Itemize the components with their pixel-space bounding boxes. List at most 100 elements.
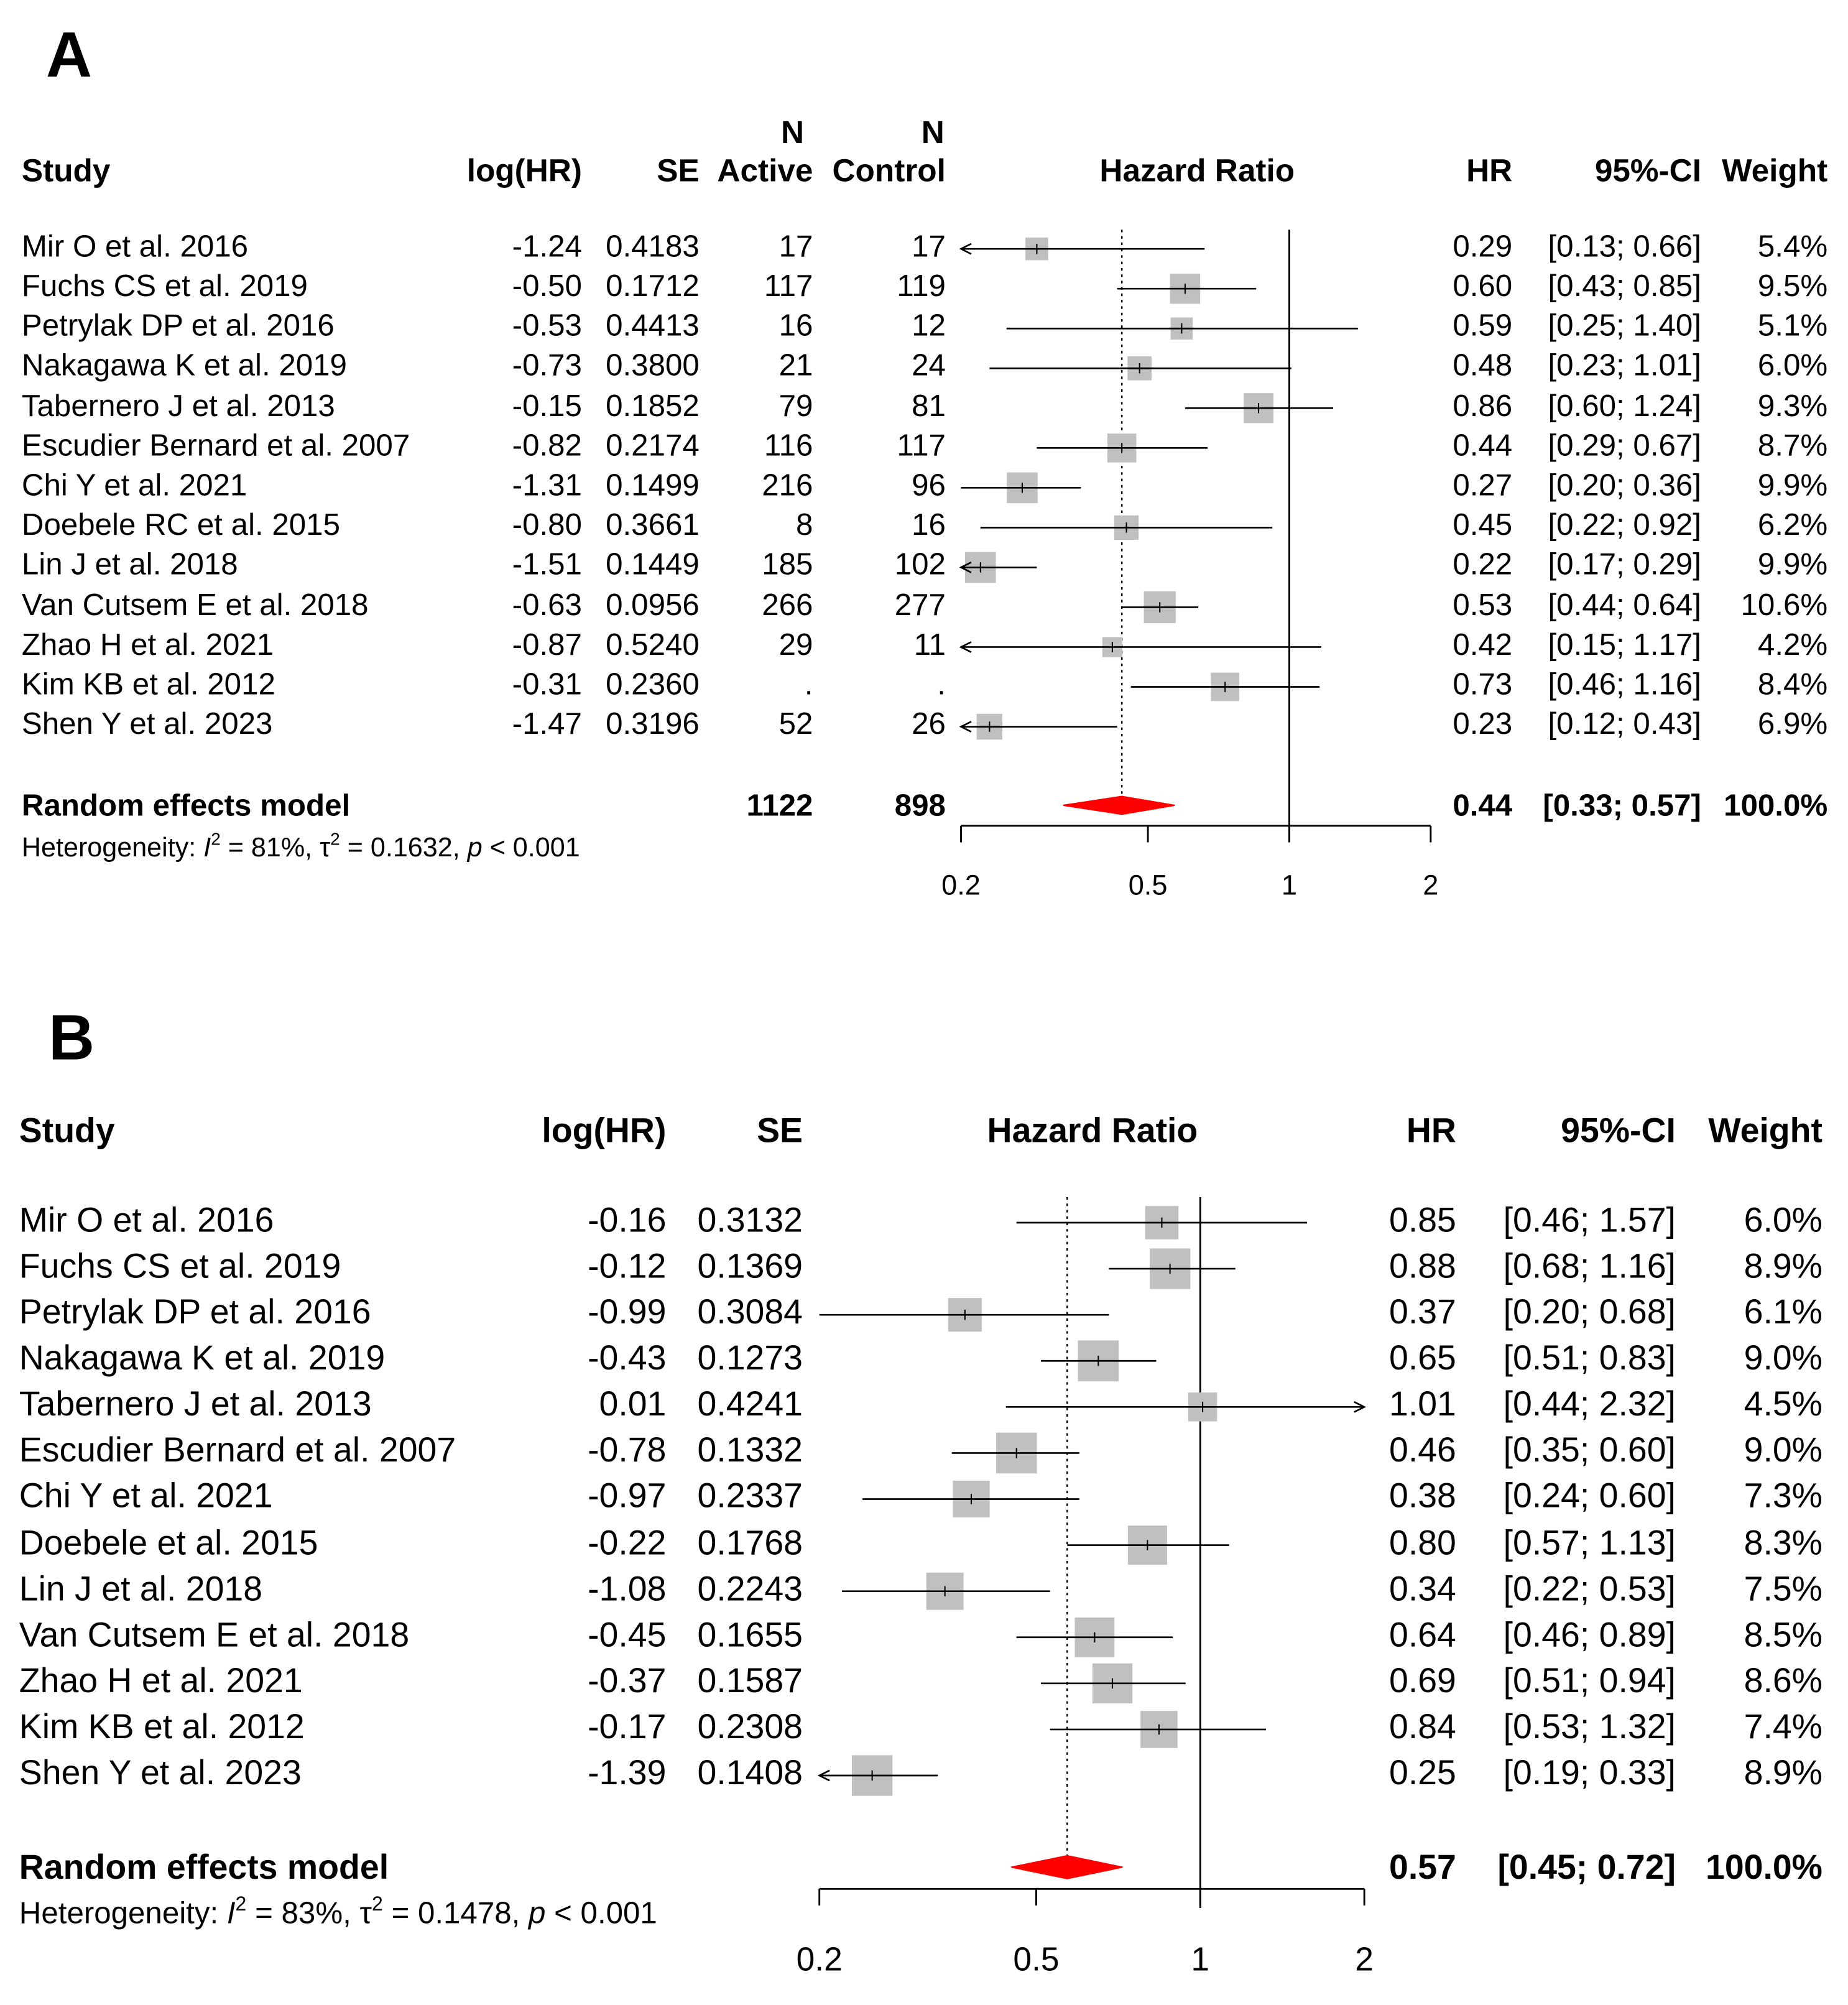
- se-value: 0.4413: [606, 309, 700, 344]
- hr-value: 0.23: [1453, 707, 1513, 742]
- se-value: 0.1369: [697, 1246, 803, 1285]
- x-tick-label: 0.5: [1128, 869, 1168, 901]
- n-active-value: 266: [762, 588, 813, 623]
- hr-value: 0.34: [1389, 1569, 1456, 1608]
- ci-value: [0.53; 1.32]: [1503, 1707, 1676, 1746]
- n-active-value: 17: [778, 229, 813, 264]
- weight-value: 8.3%: [1744, 1523, 1823, 1562]
- n-control-value: 17: [912, 229, 946, 264]
- study-name: Kim KB et al. 2012: [21, 667, 275, 702]
- hr-value: 0.88: [1389, 1246, 1456, 1285]
- weight-value: 4.2%: [1757, 627, 1828, 662]
- ci-value: [0.22; 0.53]: [1503, 1569, 1676, 1608]
- ci-value: [0.51; 0.94]: [1503, 1661, 1676, 1700]
- summary-weight: 100.0%: [1724, 789, 1828, 823]
- summary-n-control: 898: [894, 789, 946, 823]
- hr-value: 0.86: [1453, 389, 1513, 424]
- weight-value: 8.9%: [1744, 1753, 1823, 1792]
- weight-value: 6.0%: [1757, 349, 1828, 384]
- ci-value: [0.60; 1.24]: [1548, 389, 1701, 424]
- se-value: 0.1852: [606, 389, 700, 424]
- n-control-value: 117: [897, 428, 946, 463]
- weight-value: 8.7%: [1757, 428, 1828, 463]
- hr-value: 1.01: [1389, 1385, 1456, 1424]
- loghr-value: -0.12: [588, 1246, 667, 1285]
- ci-value: [0.22; 0.92]: [1548, 508, 1701, 543]
- hr-value: 0.84: [1389, 1707, 1456, 1746]
- loghr-value: -0.87: [512, 627, 582, 662]
- ci-value: [0.44; 2.32]: [1503, 1385, 1676, 1424]
- se-value: 0.1332: [697, 1431, 803, 1470]
- loghr-value: -0.15: [512, 389, 582, 424]
- se-value: 0.1499: [606, 468, 700, 503]
- n-active-value: .: [804, 667, 813, 702]
- loghr-value: -0.31: [512, 667, 582, 702]
- ci-value: [0.20; 0.68]: [1503, 1292, 1676, 1331]
- ci-value: [0.17; 0.29]: [1548, 548, 1701, 583]
- ci-value: [0.51; 0.83]: [1503, 1339, 1676, 1378]
- ci-value: [0.57; 1.13]: [1503, 1523, 1676, 1562]
- weight-value: 9.0%: [1744, 1431, 1823, 1470]
- pooled-diamond: [1063, 795, 1175, 815]
- loghr-value: -0.73: [512, 349, 582, 384]
- study-name: Tabernero J et al. 2013: [19, 1385, 372, 1424]
- hr-value: 0.85: [1389, 1200, 1456, 1239]
- loghr-value: -0.45: [588, 1615, 667, 1654]
- loghr-value: -0.22: [588, 1523, 667, 1562]
- se-value: 0.4241: [697, 1385, 803, 1424]
- se-value: 0.1655: [697, 1615, 803, 1654]
- header-se: SE: [757, 1111, 803, 1151]
- hr-value: 0.42: [1453, 627, 1513, 662]
- loghr-value: -0.17: [588, 1707, 667, 1746]
- x-tick-label: 0.2: [941, 869, 981, 901]
- weight-value: 9.3%: [1757, 389, 1828, 424]
- loghr-value: -0.63: [512, 588, 582, 623]
- se-value: 0.2360: [606, 667, 700, 702]
- weight-value: 9.5%: [1757, 269, 1828, 304]
- hr-value: 0.44: [1453, 428, 1513, 463]
- n-control-value: 96: [912, 468, 946, 503]
- summary-label: Random effects model: [19, 1848, 389, 1887]
- ci-arrow-left: [959, 562, 972, 573]
- se-value: 0.1768: [697, 1523, 803, 1562]
- n-active-value: 8: [796, 508, 813, 543]
- header-study: Study: [19, 1111, 115, 1151]
- ci-arrow-left: [959, 721, 972, 733]
- n-control-value: 26: [912, 707, 946, 742]
- hr-value: 0.45: [1453, 508, 1513, 543]
- header-hr: HR: [1406, 1111, 1456, 1151]
- header-hazard-ratio: Hazard Ratio: [987, 1111, 1198, 1151]
- study-name: Mir O et al. 2016: [19, 1200, 274, 1239]
- study-name: Nakagawa K et al. 2019: [21, 349, 347, 384]
- loghr-value: -0.80: [512, 508, 582, 543]
- header-ci: 95%-CI: [1561, 1111, 1676, 1151]
- study-name: Lin J et al. 2018: [19, 1569, 263, 1608]
- study-name: Van Cutsem E et al. 2018: [19, 1615, 410, 1654]
- weight-value: 8.4%: [1757, 667, 1828, 702]
- summary-hr: 0.57: [1389, 1848, 1456, 1887]
- n-control-value: 16: [912, 508, 946, 543]
- weight-value: 8.9%: [1744, 1246, 1823, 1285]
- weight-value: 6.1%: [1744, 1292, 1823, 1331]
- weight-value: 10.6%: [1740, 588, 1828, 623]
- header-weight: Weight: [1708, 1111, 1823, 1151]
- ci-value: [0.12; 0.43]: [1548, 707, 1701, 742]
- n-active-value: 16: [778, 309, 813, 344]
- x-tick-label: 0.5: [1013, 1940, 1060, 1978]
- header-n-active: Active: [717, 153, 813, 189]
- se-value: 0.3132: [697, 1200, 803, 1239]
- ci-arrow-left: [959, 641, 972, 653]
- summary-ci: [0.33; 0.57]: [1543, 789, 1701, 823]
- loghr-value: -0.43: [588, 1339, 667, 1378]
- n-active-value: 185: [762, 548, 813, 583]
- loghr-value: -0.16: [588, 1200, 667, 1239]
- loghr-value: -1.08: [588, 1569, 667, 1608]
- se-value: 0.3196: [606, 707, 700, 742]
- study-name: Shen Y et al. 2023: [21, 707, 273, 742]
- study-name: Zhao H et al. 2021: [21, 627, 274, 662]
- study-name: Chi Y et al. 2021: [21, 468, 247, 503]
- loghr-value: 0.01: [599, 1385, 667, 1424]
- n-active-value: 21: [778, 349, 813, 384]
- study-name: Petrylak DP et al. 2016: [21, 309, 335, 344]
- summary-weight: 100.0%: [1706, 1848, 1823, 1887]
